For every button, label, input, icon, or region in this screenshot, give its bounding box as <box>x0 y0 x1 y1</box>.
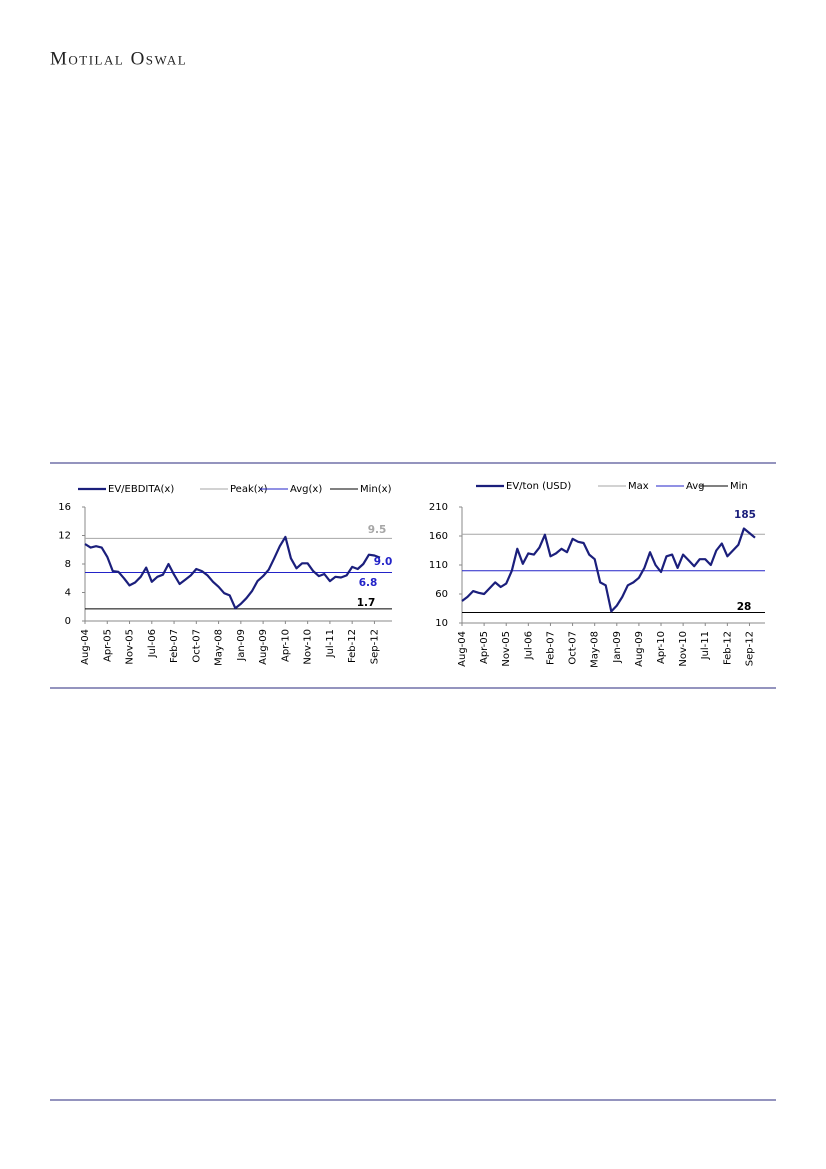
x-tick-label: Aug-09 <box>258 629 269 665</box>
y-tick-label: 8 <box>65 559 71 570</box>
x-tick-label: Jul-11 <box>700 631 711 660</box>
x-tick-label: Aug-04 <box>80 629 91 665</box>
x-tick-label: Feb-07 <box>545 631 556 665</box>
x-tick-label: May-08 <box>590 631 601 668</box>
x-tick-label: Apr-05 <box>479 631 490 664</box>
x-tick-label: Nov-05 <box>501 631 512 667</box>
x-tick-label: Nov-10 <box>303 629 314 665</box>
x-tick-label: Jan-09 <box>236 629 247 662</box>
y-tick-label: 4 <box>65 588 71 599</box>
x-tick-label: Jan-09 <box>612 631 623 664</box>
x-tick-label: Aug-09 <box>634 631 645 667</box>
annotation: 1.7 <box>357 597 376 609</box>
x-tick-label: Aug-04 <box>457 631 468 667</box>
annotation: 9.5 <box>368 524 387 536</box>
legend-label: Min(x) <box>360 484 392 495</box>
x-tick-label: Oct-07 <box>191 629 202 663</box>
y-tick-label: 10 <box>435 618 448 629</box>
y-tick-label: 160 <box>429 531 448 542</box>
x-tick-label: Sep-12 <box>744 631 755 666</box>
y-tick-label: 16 <box>58 502 71 513</box>
annotation: 28 <box>737 601 752 613</box>
annotation: 9.0 <box>374 556 393 568</box>
legend-label: Max <box>628 481 649 492</box>
x-tick-label: Sep-12 <box>369 629 380 664</box>
x-tick-label: Nov-10 <box>678 631 689 667</box>
x-tick-label: Apr-05 <box>102 629 113 662</box>
logo: Motilal Oswal <box>50 48 187 69</box>
x-tick-label: May-08 <box>214 629 225 666</box>
legend-label: EV/EBDITA(x) <box>108 484 174 495</box>
legend-label: Avg <box>686 481 705 492</box>
x-tick-label: Jul-06 <box>147 629 158 658</box>
x-tick-label: Oct-07 <box>568 631 579 665</box>
legend-label: Peak(x) <box>230 484 268 495</box>
annotation: 6.8 <box>359 577 378 589</box>
y-tick-label: 110 <box>429 560 448 571</box>
y-tick-label: 60 <box>435 589 448 600</box>
legend-label: Avg(x) <box>290 484 322 495</box>
y-tick-label: 12 <box>58 531 71 542</box>
x-tick-label: Feb-12 <box>722 631 733 665</box>
y-tick-label: 210 <box>429 502 448 513</box>
x-tick-label: Jul-11 <box>325 629 336 658</box>
x-tick-label: Jul-06 <box>523 631 534 660</box>
y-tick-label: 0 <box>65 616 71 627</box>
x-tick-label: Apr-10 <box>656 631 667 664</box>
legend-label: EV/ton (USD) <box>506 481 571 492</box>
x-tick-label: Apr-10 <box>280 629 291 662</box>
series-line <box>84 535 381 610</box>
annotation: 185 <box>734 509 756 521</box>
x-tick-label: Feb-07 <box>169 629 180 663</box>
legend-label: Min <box>730 481 748 492</box>
series-line <box>461 527 756 613</box>
x-tick-label: Feb-12 <box>347 629 358 663</box>
x-tick-label: Nov-05 <box>125 629 136 665</box>
